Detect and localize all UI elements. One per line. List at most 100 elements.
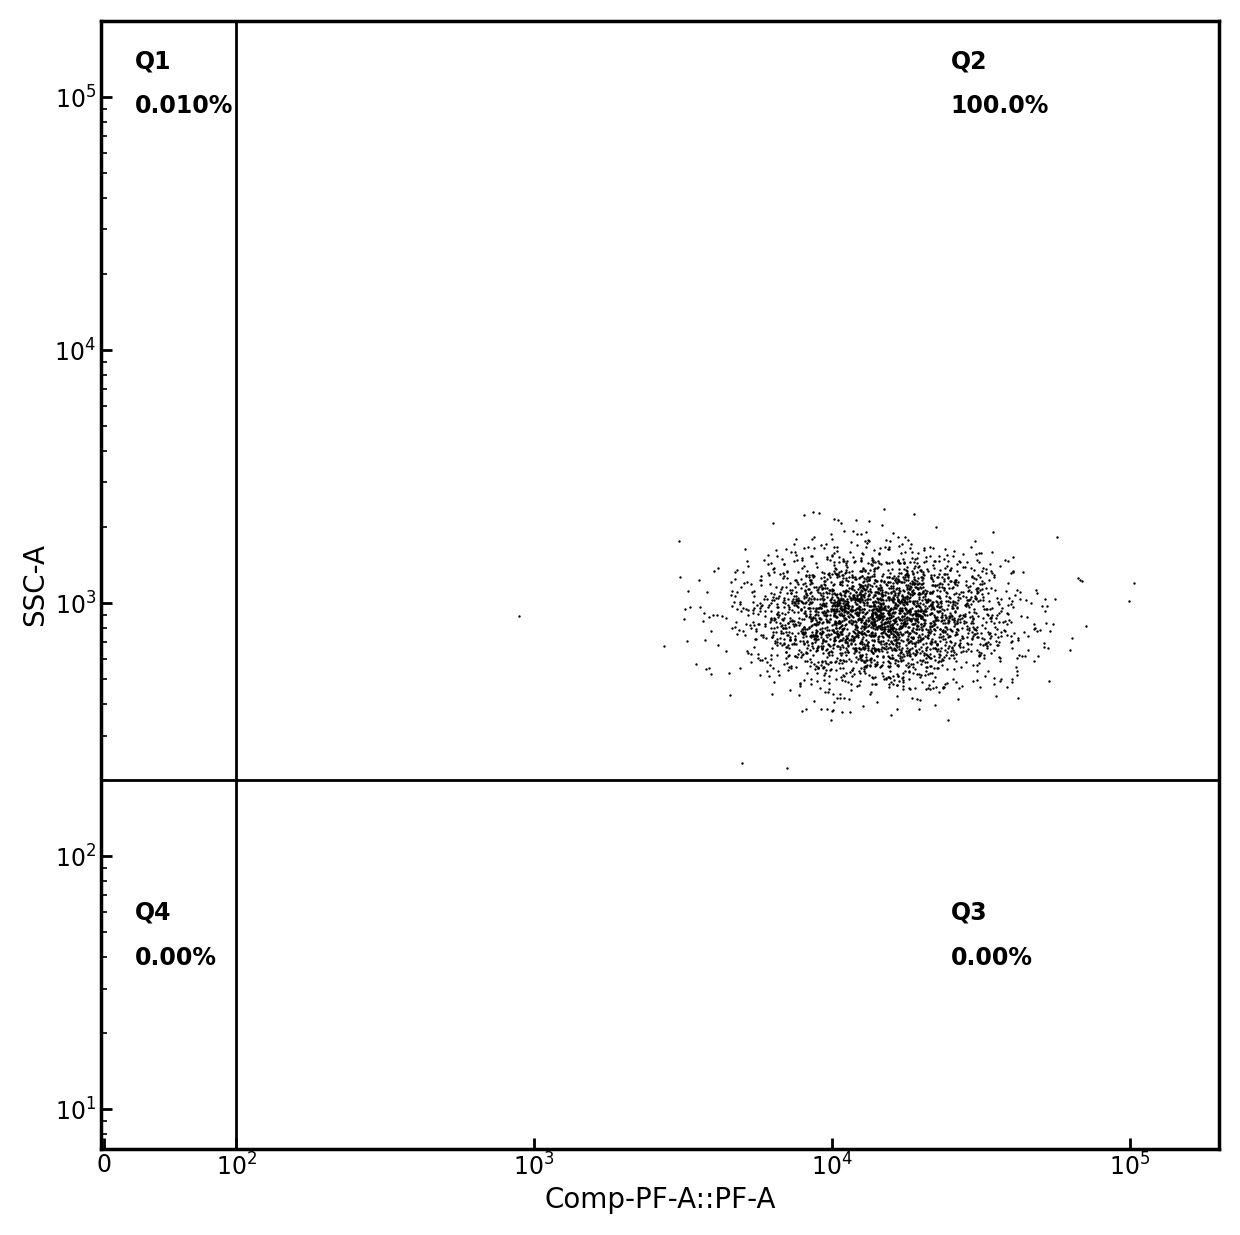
Point [944,616,963,636]
Point [880,599,900,619]
Point [859,650,879,669]
Point [951,642,971,662]
Point [863,608,883,627]
Point [904,558,924,578]
Point [936,608,956,627]
Point [894,604,914,624]
Point [796,587,816,606]
Point [837,603,857,622]
Point [795,580,815,600]
Point [942,597,962,616]
Point [889,627,909,647]
Point [861,641,880,661]
Point [877,668,897,688]
Point [828,593,848,613]
Point [980,592,999,611]
Point [908,626,928,646]
Point [972,574,992,594]
Point [920,648,940,668]
Point [843,585,863,605]
Point [883,588,903,608]
Point [879,603,899,622]
Point [775,615,795,635]
Point [864,614,884,634]
Point [813,657,833,677]
Point [887,573,906,593]
Point [863,592,883,611]
Point [838,598,858,618]
Point [899,566,919,585]
Point [820,580,839,600]
Point [898,582,918,601]
Point [842,597,862,616]
Point [936,545,956,564]
Point [826,606,846,626]
Point [868,558,888,578]
Point [774,629,794,648]
Point [866,595,885,615]
Point [785,534,805,553]
Point [925,608,945,627]
Point [879,667,899,687]
Point [847,588,867,608]
Point [884,619,904,638]
Point [887,598,906,618]
Point [858,641,878,661]
Point [919,678,939,698]
Point [864,637,884,657]
Point [885,583,905,603]
Point [901,621,921,641]
Point [854,618,874,637]
Point [864,594,884,614]
Point [832,600,852,620]
Point [813,657,833,677]
Point [832,605,852,625]
Point [756,629,776,648]
Point [879,567,899,587]
Point [807,658,827,678]
Point [853,585,873,605]
Point [801,625,821,645]
Point [950,552,970,572]
Point [794,505,813,525]
Point [975,630,994,650]
Point [864,604,884,624]
Point [882,634,901,653]
Point [880,605,900,625]
Point [804,598,823,618]
Point [987,605,1007,625]
Point [835,590,854,610]
Point [836,632,856,652]
Point [976,578,996,598]
Point [873,604,893,624]
Point [768,608,787,627]
Point [791,621,811,641]
Point [858,632,878,652]
Point [911,608,931,627]
Point [773,609,792,629]
Point [900,579,920,599]
Point [880,656,900,676]
Point [941,558,961,578]
Point [874,619,894,638]
Point [968,626,988,646]
Point [851,631,870,651]
Point [937,573,957,593]
Point [853,627,873,647]
Point [893,637,913,657]
Point [873,593,893,613]
Point [836,645,856,664]
Point [909,616,929,636]
Point [877,613,897,632]
Point [884,625,904,645]
Point [930,631,950,651]
Point [864,558,884,578]
Point [821,589,841,609]
Point [763,588,782,608]
Point [843,521,863,541]
Point [875,582,895,601]
Point [931,651,951,671]
Point [810,597,830,616]
Point [946,622,966,642]
Point [872,594,892,614]
